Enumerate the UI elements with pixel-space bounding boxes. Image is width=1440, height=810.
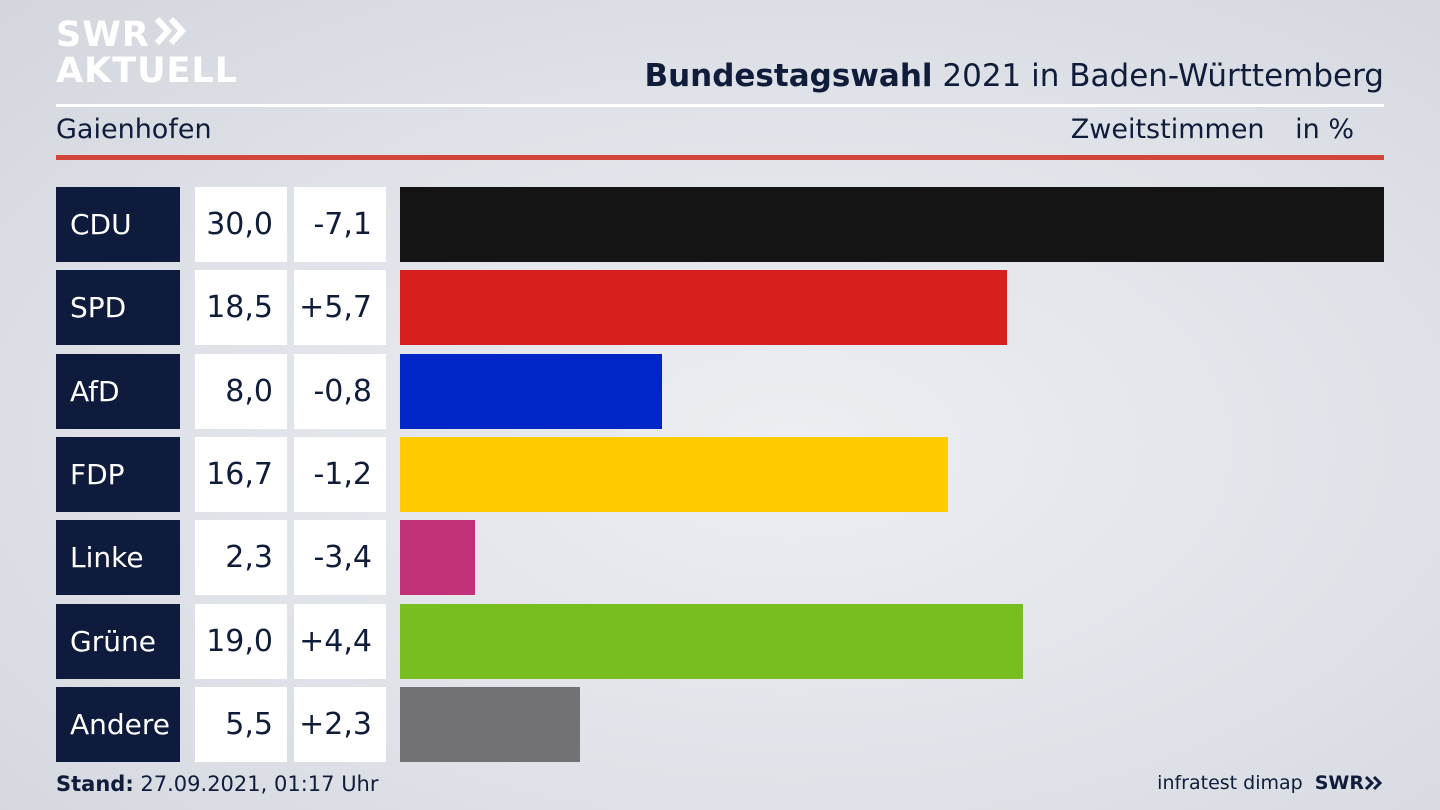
swr-footer-logo: SWR <box>1315 772 1384 794</box>
party-label: CDU <box>56 187 180 262</box>
stand-label: Stand: <box>56 772 134 796</box>
bar-afd <box>400 354 663 429</box>
chart-row: Andere 5,5 +2,3 <box>56 687 1384 762</box>
logo-text-aktuell: AKTUELL <box>56 51 239 91</box>
double-chevron-icon <box>1364 775 1383 791</box>
chart-row: CDU 30,0 -7,1 <box>56 187 1384 262</box>
vote-change-value: +2,3 <box>294 687 386 762</box>
vote-change-value: -0,8 <box>294 354 386 429</box>
measure-label: Zweitstimmen <box>1070 114 1265 145</box>
vote-share-value: 30,0 <box>195 187 287 262</box>
vote-change-value: +5,7 <box>294 270 386 345</box>
bar-track <box>400 604 1384 679</box>
vote-change-value: -3,4 <box>294 520 386 595</box>
party-label: Andere <box>56 687 180 762</box>
chart-title-rest: 2021 in Baden-Württemberg <box>942 58 1384 94</box>
measure-label-group: Zweitstimmen in % <box>1071 114 1354 145</box>
bar-track <box>400 270 1384 345</box>
logo-text-swr: SWR <box>56 14 150 55</box>
vote-change-value: -7,1 <box>294 187 386 262</box>
double-chevron-icon <box>154 16 188 53</box>
bar-grüne <box>400 604 1024 679</box>
vote-share-value: 2,3 <box>195 520 287 595</box>
bar-track <box>400 687 1384 762</box>
bar-fdp <box>400 437 948 512</box>
unit-label: in % <box>1295 114 1354 145</box>
swr-aktuell-logo: SWR AKTUELL <box>56 14 239 91</box>
vote-share-value: 16,7 <box>195 437 287 512</box>
bar-track <box>400 187 1384 262</box>
vote-share-value: 18,5 <box>195 270 287 345</box>
bar-cdu <box>400 187 1384 262</box>
chart-row: AfD 8,0 -0,8 <box>56 354 1384 429</box>
location-label: Gaienhofen <box>56 114 212 145</box>
chart-row: SPD 18,5 +5,7 <box>56 270 1384 345</box>
chart-row: Linke 2,3 -3,4 <box>56 520 1384 595</box>
footer-brand: SWR <box>1314 772 1364 794</box>
chart-title-bold: Bundestagswahl <box>644 58 933 94</box>
source-credit: infratest dimap SWR <box>1157 772 1384 794</box>
party-label: Grüne <box>56 604 180 679</box>
bar-track <box>400 520 1384 595</box>
party-label: SPD <box>56 270 180 345</box>
accent-divider <box>56 155 1384 160</box>
vote-change-value: -1,2 <box>294 437 386 512</box>
vote-share-value: 5,5 <box>195 687 287 762</box>
bar-track <box>400 437 1384 512</box>
chart-row: Grüne 19,0 +4,4 <box>56 604 1384 679</box>
party-label: Linke <box>56 520 180 595</box>
source-label: infratest dimap <box>1157 772 1303 794</box>
chart-row: FDP 16,7 -1,2 <box>56 437 1384 512</box>
bar-spd <box>400 270 1007 345</box>
bar-linke <box>400 520 476 595</box>
vote-change-value: +4,4 <box>294 604 386 679</box>
bar-track <box>400 354 1384 429</box>
party-label: FDP <box>56 437 180 512</box>
header-divider <box>56 104 1384 107</box>
timestamp: Stand: 27.09.2021, 01:17 Uhr <box>56 772 379 796</box>
vote-share-value: 19,0 <box>195 604 287 679</box>
party-label: AfD <box>56 354 180 429</box>
chart-title: Bundestagswahl 2021 in Baden-Württemberg <box>644 58 1384 94</box>
vote-share-value: 8,0 <box>195 354 287 429</box>
bar-andere <box>400 687 581 762</box>
stand-value: 27.09.2021, 01:17 Uhr <box>140 772 379 796</box>
